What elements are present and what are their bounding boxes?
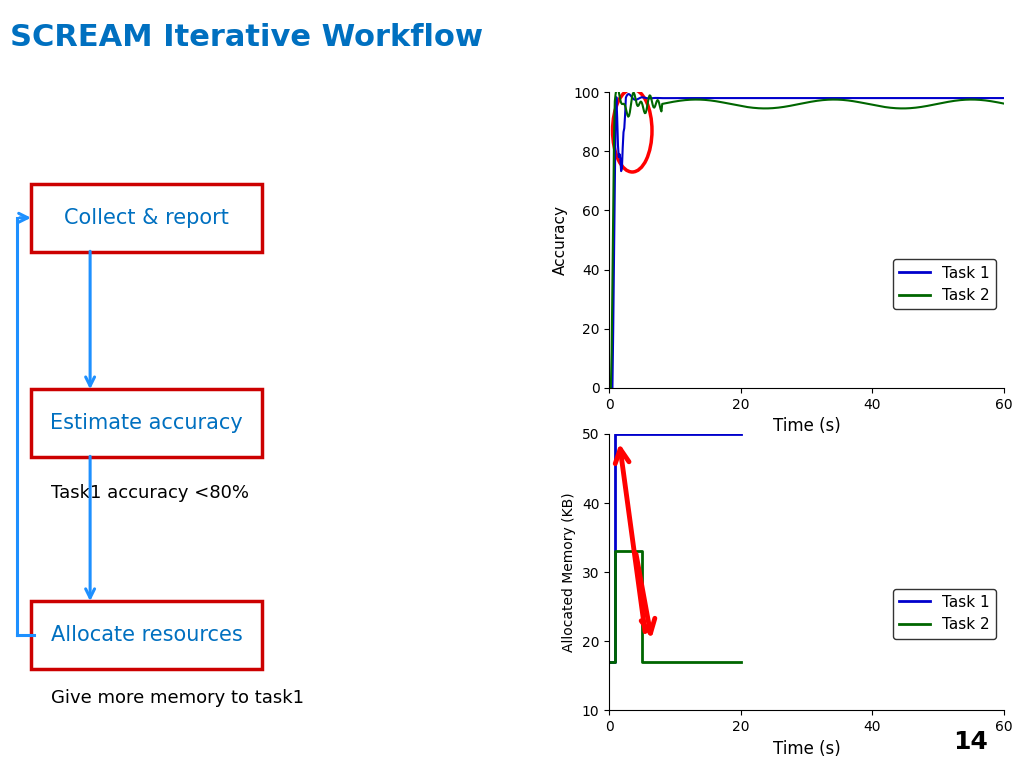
Text: Collect & report: Collect & report: [63, 208, 229, 228]
X-axis label: Time (s): Time (s): [772, 417, 841, 435]
Text: Give more memory to task1: Give more memory to task1: [51, 690, 304, 707]
Legend: Task 1, Task 2: Task 1, Task 2: [893, 260, 996, 310]
Text: Task1 accuracy <80%: Task1 accuracy <80%: [51, 485, 249, 502]
FancyBboxPatch shape: [31, 184, 262, 252]
Y-axis label: Accuracy: Accuracy: [553, 205, 567, 275]
Y-axis label: Allocated Memory (KB): Allocated Memory (KB): [562, 492, 577, 652]
Text: Allocate resources: Allocate resources: [50, 624, 243, 644]
Text: SCREAM Iterative Workflow: SCREAM Iterative Workflow: [10, 23, 483, 52]
FancyBboxPatch shape: [31, 601, 262, 669]
Legend: Task 1, Task 2: Task 1, Task 2: [893, 589, 996, 638]
Text: Estimate accuracy: Estimate accuracy: [50, 413, 243, 433]
X-axis label: Time (s): Time (s): [772, 740, 841, 758]
FancyBboxPatch shape: [31, 389, 262, 457]
Text: 14: 14: [953, 730, 988, 754]
